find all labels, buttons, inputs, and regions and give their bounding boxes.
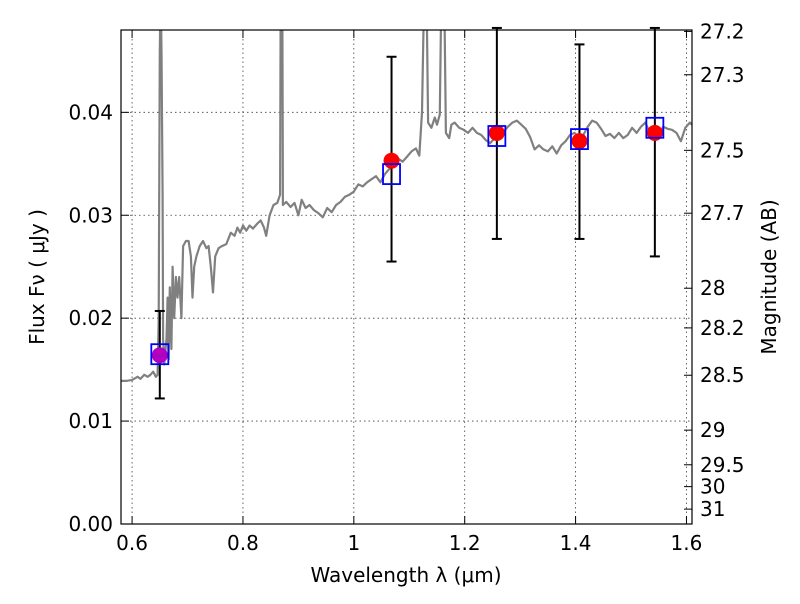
x-tick-label: 1 [347,531,360,555]
model-flux-box [150,343,170,366]
x-tick-label: 0.8 [227,531,259,555]
y-axis-label: Flux Fν ( μJy ) [25,209,49,345]
y-tick-label: 0.00 [68,512,113,536]
observed-flux-point [151,347,168,364]
y-tick-label: 0.04 [68,100,113,124]
y-tick-label: 0.02 [68,306,113,330]
model-flux-box [570,128,589,150]
mag-tick-label: 29.5 [700,453,745,477]
x-tick-label: 1.2 [449,531,481,555]
mag-tick-label: 28.2 [700,316,745,340]
x-tick-label: 1.4 [560,531,592,555]
y-tick-label: 0.03 [68,203,113,227]
mag-tick-label: 28.5 [700,363,745,387]
model-flux-box [382,163,401,185]
mag-tick-label: 27.2 [700,19,745,43]
x-axis-ticks: 0.6 0.8 1 1.2 1.4 1.6 [116,30,702,555]
plot-background [121,30,692,524]
y-tick-label: 0.01 [68,409,113,433]
x-tick-label: 0.6 [116,531,148,555]
y-axis-ticks: 0.00 0.01 0.02 0.03 0.04 [68,100,129,536]
mag-tick-label: 28 [700,276,725,300]
x-axis-label: Wavelength λ (μm) [310,563,501,587]
mag-tick-label: 29 [700,418,725,442]
observed-flux-point [488,124,505,141]
mag-tick-label: 30 [700,475,725,499]
mag-tick-label: 27.7 [700,201,745,225]
mag-tick-label: 27.5 [700,138,745,162]
magnitude-axis-label: Magnitude (AB) [757,199,781,354]
photometry-points [150,26,665,400]
data-layer [121,30,692,382]
model-flux-box [645,116,665,139]
observed-flux-point [571,133,588,150]
plot-frame [120,29,693,525]
model-flux-box [487,125,507,147]
model-spectrum-line [121,30,692,382]
observed-flux-point [383,152,400,169]
x-tick-label: 1.6 [671,531,703,555]
mag-tick-label: 27.3 [700,63,745,87]
mag-tick-label: 31 [700,497,725,521]
